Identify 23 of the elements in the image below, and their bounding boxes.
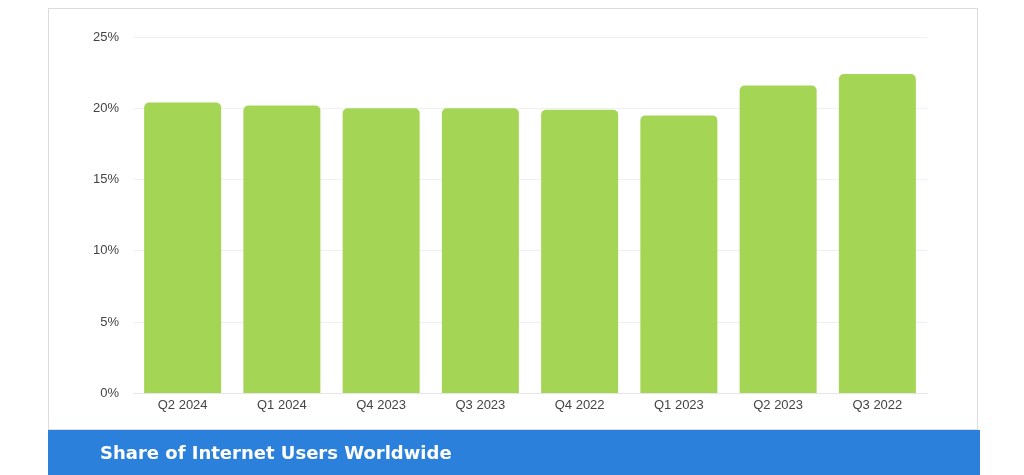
x-tick-label: Q4 2022: [554, 396, 605, 412]
bar: [243, 105, 321, 393]
y-tick-label: 5%: [100, 313, 120, 329]
x-tick-label: Q1 2024: [256, 396, 307, 412]
x-tick-label: Q4 2023: [356, 396, 407, 412]
y-tick-label: 25%: [92, 28, 120, 44]
x-tick-label: Q2 2024: [157, 396, 208, 412]
text: Share of Internet Users Worldwide: [100, 442, 452, 463]
bar: [342, 108, 420, 393]
x-tick-label: Q3 2022: [852, 396, 903, 412]
bar: [144, 102, 222, 393]
y-tick-label: 15%: [92, 171, 120, 187]
bar: [838, 74, 916, 393]
x-tick-label: Q1 2023: [653, 396, 704, 412]
bar: [640, 115, 718, 393]
y-tick-label: 0%: [100, 384, 120, 400]
x-tick-label: Q3 2023: [455, 396, 506, 412]
y-tick-label: 10%: [92, 242, 120, 258]
bar: [739, 85, 817, 393]
bar: [441, 108, 519, 393]
y-tick-label: 20%: [92, 99, 120, 115]
bar: [541, 109, 619, 393]
x-tick-label: Q2 2023: [753, 396, 804, 412]
